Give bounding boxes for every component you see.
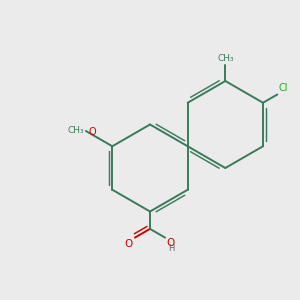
Text: CH₃: CH₃: [68, 126, 84, 135]
Text: CH₃: CH₃: [217, 54, 234, 63]
Text: O: O: [89, 127, 97, 136]
Text: H: H: [169, 244, 175, 253]
Text: O: O: [167, 238, 175, 248]
Text: O: O: [124, 239, 133, 249]
Text: Cl: Cl: [279, 83, 288, 93]
